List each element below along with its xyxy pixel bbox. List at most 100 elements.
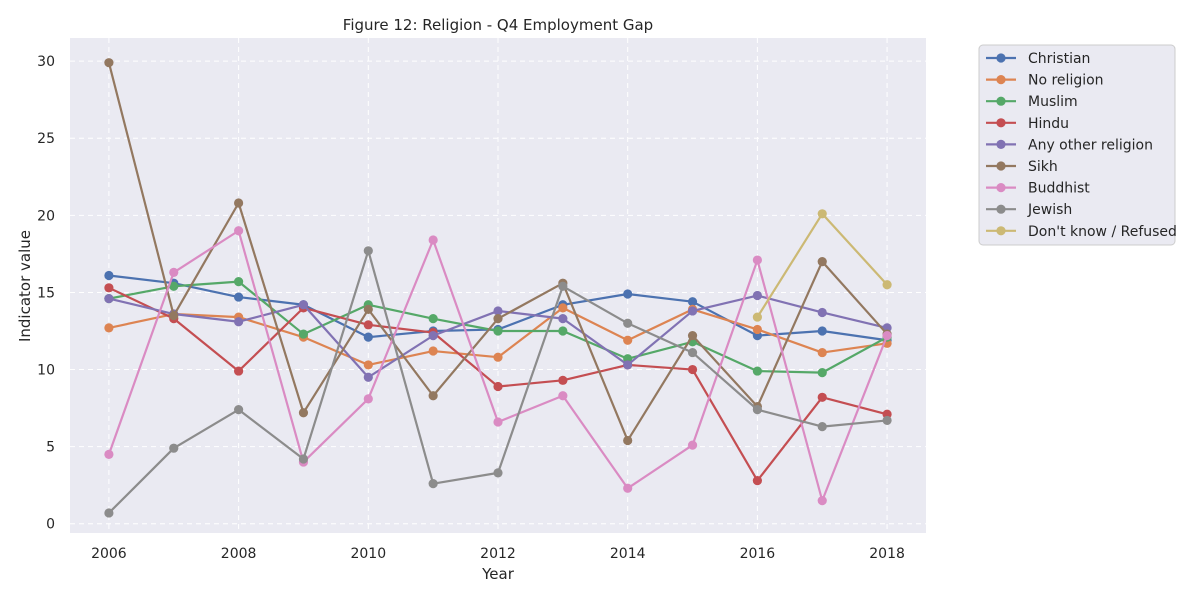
legend-label: Buddhist bbox=[1028, 181, 1090, 197]
data-point bbox=[363, 246, 373, 256]
data-point bbox=[234, 226, 244, 236]
data-point bbox=[752, 312, 762, 322]
legend-label: Any other religion bbox=[1028, 137, 1153, 153]
series-7 bbox=[104, 246, 892, 518]
legend-item: Muslim bbox=[986, 94, 1078, 110]
data-point bbox=[169, 310, 179, 321]
data-point bbox=[428, 314, 438, 324]
legend-item: No religion bbox=[986, 73, 1104, 89]
data-point bbox=[752, 366, 762, 376]
x-tick-label: 2012 bbox=[480, 546, 516, 562]
data-point bbox=[493, 381, 503, 392]
data-point bbox=[428, 235, 438, 245]
x-axis-ticks: 2006 2008 2010 2012 2014 2016 2018 bbox=[91, 546, 905, 562]
legend-marker bbox=[996, 75, 1006, 85]
legend-marker bbox=[996, 226, 1006, 236]
data-point bbox=[234, 405, 244, 415]
y-tick-label: 20 bbox=[37, 208, 55, 224]
data-point bbox=[817, 307, 827, 318]
data-point bbox=[234, 366, 244, 376]
data-point bbox=[104, 508, 114, 518]
legend-marker bbox=[996, 161, 1006, 171]
data-point bbox=[298, 454, 309, 464]
data-point bbox=[623, 483, 633, 493]
chart-title: Figure 12: Religion - Q4 Employment Gap bbox=[343, 16, 653, 34]
data-point bbox=[623, 360, 633, 370]
data-point bbox=[493, 326, 503, 336]
data-point bbox=[428, 391, 438, 401]
data-point bbox=[687, 306, 698, 316]
data-point bbox=[752, 255, 762, 265]
data-point bbox=[234, 277, 244, 287]
y-axis-label: Indicator value bbox=[16, 230, 34, 342]
data-point bbox=[493, 314, 503, 324]
data-point bbox=[363, 332, 373, 342]
data-point bbox=[298, 408, 309, 418]
legend-label: Christian bbox=[1028, 51, 1090, 67]
grid-lines bbox=[70, 38, 926, 533]
series-8 bbox=[752, 209, 892, 322]
legend-label: Hindu bbox=[1028, 116, 1069, 132]
data-point bbox=[104, 449, 114, 459]
legend-item: Christian bbox=[986, 51, 1090, 67]
data-point bbox=[623, 335, 633, 345]
data-point bbox=[104, 58, 114, 68]
y-tick-label: 10 bbox=[37, 363, 55, 379]
data-point bbox=[104, 283, 114, 293]
data-point bbox=[234, 292, 244, 302]
x-tick-label: 2006 bbox=[91, 546, 127, 562]
legend-marker bbox=[996, 204, 1006, 214]
data-point bbox=[493, 417, 503, 427]
legend-item: Jewish bbox=[986, 202, 1072, 218]
legend: Christian No religion Muslim Hindu Any other… bbox=[978, 44, 1177, 246]
data-point bbox=[752, 324, 762, 335]
y-axis-ticks: 0 5 10 15 20 25 30 bbox=[37, 54, 55, 533]
data-point bbox=[882, 280, 892, 290]
x-tick-label: 2014 bbox=[610, 546, 646, 562]
data-point bbox=[363, 372, 373, 382]
data-point bbox=[687, 297, 698, 307]
data-point bbox=[687, 364, 698, 375]
legend-label: Jewish bbox=[1027, 202, 1072, 218]
data-point bbox=[817, 347, 827, 358]
data-point bbox=[363, 360, 373, 370]
data-point bbox=[428, 479, 438, 489]
legend-marker bbox=[996, 118, 1006, 128]
data-point bbox=[169, 443, 179, 453]
data-point bbox=[882, 415, 892, 426]
data-point bbox=[493, 306, 503, 316]
data-point bbox=[558, 326, 568, 336]
data-point bbox=[623, 435, 633, 446]
y-tick-label: 25 bbox=[37, 131, 55, 147]
data-point bbox=[817, 392, 827, 402]
data-point bbox=[493, 468, 503, 478]
legend-label: No religion bbox=[1028, 73, 1104, 89]
data-point bbox=[687, 347, 698, 358]
data-point bbox=[298, 300, 309, 310]
legend-label: Don't know / Refused bbox=[1028, 224, 1177, 240]
x-axis-label: Year bbox=[481, 565, 515, 583]
data-point bbox=[169, 281, 179, 291]
data-point bbox=[623, 289, 633, 299]
legend-marker bbox=[996, 139, 1006, 149]
x-tick-label: 2016 bbox=[740, 546, 776, 562]
data-point bbox=[558, 314, 568, 324]
data-point bbox=[363, 394, 373, 404]
data-point bbox=[752, 475, 762, 486]
legend-item: Hindu bbox=[986, 116, 1069, 132]
series-group bbox=[104, 58, 892, 518]
legend-marker bbox=[996, 53, 1006, 63]
data-point bbox=[623, 318, 633, 328]
data-point bbox=[169, 267, 179, 277]
y-tick-label: 15 bbox=[37, 285, 55, 301]
legend-label: Sikh bbox=[1028, 159, 1058, 175]
data-point bbox=[363, 304, 373, 315]
data-point bbox=[817, 256, 827, 267]
data-point bbox=[817, 326, 827, 336]
data-point bbox=[363, 320, 373, 330]
y-tick-label: 0 bbox=[46, 517, 55, 533]
legend-frame bbox=[978, 44, 1176, 246]
legend-label: Muslim bbox=[1028, 94, 1078, 110]
x-tick-label: 2018 bbox=[869, 546, 905, 562]
